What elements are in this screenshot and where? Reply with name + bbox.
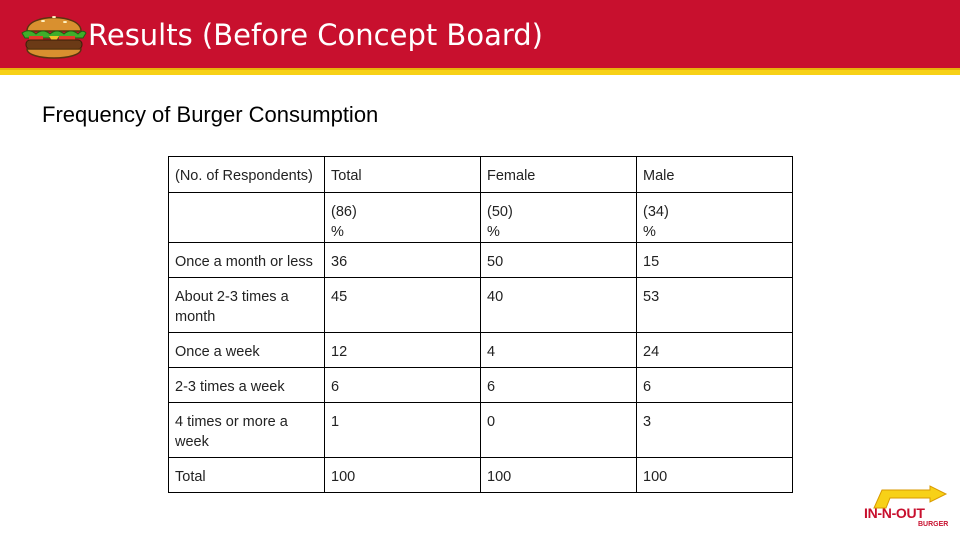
table-cell-empty — [168, 192, 325, 243]
logo-brand-text: IN-N-OUT — [864, 505, 925, 521]
cell-female: 100 — [480, 457, 637, 493]
header-stripe — [0, 68, 960, 75]
cell-total: 100 — [324, 457, 481, 493]
header-cell-female: Female — [480, 156, 637, 193]
table-cell-female-count: (50) % — [480, 192, 637, 243]
table-row: 4 times or more a week 1 0 3 — [168, 402, 793, 458]
cell-total: 6 — [324, 367, 481, 403]
title-bar: Results (Before Concept Board) — [0, 0, 960, 68]
table-row: Once a month or less 36 50 15 — [168, 242, 793, 278]
table-cell-male-count: (34) % — [636, 192, 793, 243]
row-label: Once a month or less — [168, 242, 325, 278]
row-label: 4 times or more a week — [168, 402, 325, 458]
row-label: 2-3 times a week — [168, 367, 325, 403]
unit-total: % — [331, 224, 344, 240]
cell-male: 53 — [636, 277, 793, 333]
arrow-icon — [873, 485, 948, 509]
unit-male: % — [643, 224, 656, 240]
table-row-counts: (86) % (50) % (34) % — [168, 192, 793, 243]
cell-female: 6 — [480, 367, 637, 403]
cell-total: 12 — [324, 332, 481, 368]
cell-male: 6 — [636, 367, 793, 403]
row-label: About 2-3 times a month — [168, 277, 325, 333]
cell-total: 36 — [324, 242, 481, 278]
table-cell-total-count: (86) % — [324, 192, 481, 243]
header-cell-respondents: (No. of Respondents) — [168, 156, 325, 193]
cell-male: 3 — [636, 402, 793, 458]
table-row: Once a week 12 4 24 — [168, 332, 793, 368]
count-female: (50) — [487, 204, 513, 220]
cell-total: 45 — [324, 277, 481, 333]
header-cell-total: Total — [324, 156, 481, 193]
frequency-table: (No. of Respondents) Total Female Male (… — [168, 156, 793, 493]
table-row: 2-3 times a week 6 6 6 — [168, 367, 793, 403]
table-row: About 2-3 times a month 45 40 53 — [168, 277, 793, 333]
brand-logo: IN-N-OUT BURGER — [860, 484, 950, 530]
row-label: Once a week — [168, 332, 325, 368]
table-row-total: Total 100 100 100 — [168, 457, 793, 493]
cell-male: 15 — [636, 242, 793, 278]
count-male: (34) — [643, 204, 669, 220]
cell-male: 24 — [636, 332, 793, 368]
cell-female: 40 — [480, 277, 637, 333]
header-cell-male: Male — [636, 156, 793, 193]
cell-female: 4 — [480, 332, 637, 368]
count-total: (86) — [331, 204, 357, 220]
table-header-row: (No. of Respondents) Total Female Male — [168, 156, 793, 193]
logo-sub-text: BURGER — [918, 521, 949, 528]
cell-female: 0 — [480, 402, 637, 458]
cell-female: 50 — [480, 242, 637, 278]
slide-title: Results (Before Concept Board) — [88, 18, 543, 52]
section-heading: Frequency of Burger Consumption — [42, 102, 379, 127]
cell-male: 100 — [636, 457, 793, 493]
row-label: Total — [168, 457, 325, 493]
burger-icon — [21, 16, 87, 59]
cell-total: 1 — [324, 402, 481, 458]
unit-female: % — [487, 224, 500, 240]
